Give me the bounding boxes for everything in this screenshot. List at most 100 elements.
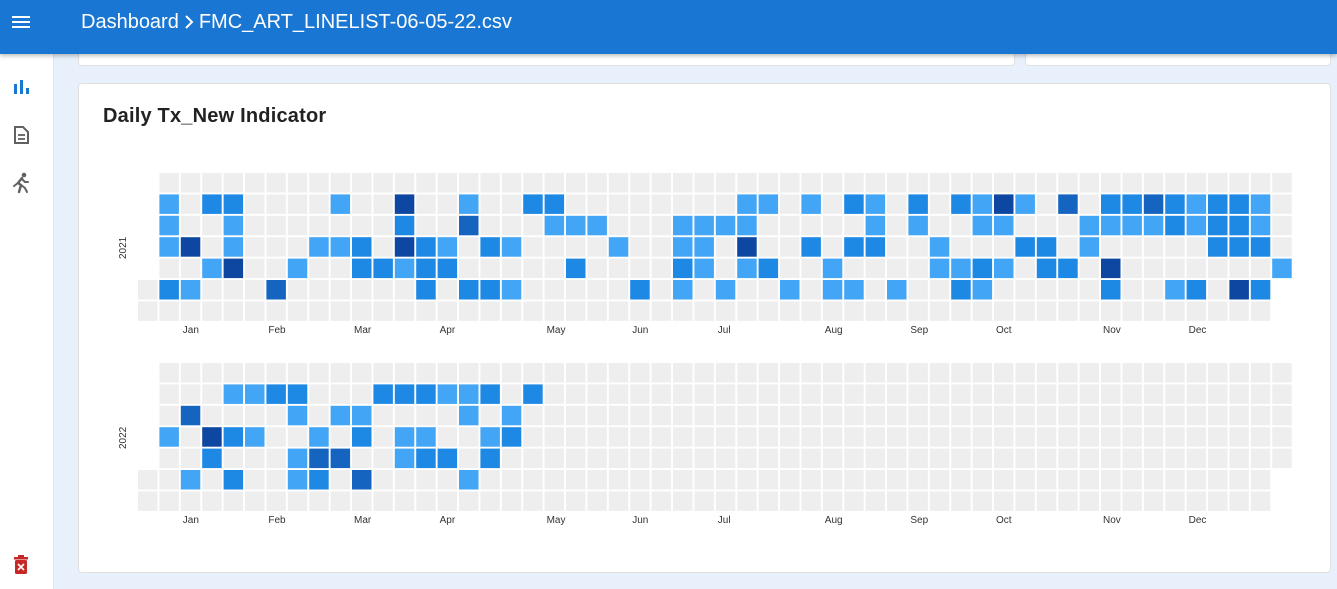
heatmap-cell[interactable] (437, 427, 458, 447)
heatmap-cell[interactable] (951, 405, 971, 426)
heatmap-cell[interactable] (437, 448, 458, 469)
heatmap-cell[interactable] (1036, 491, 1057, 511)
heatmap-cell[interactable] (694, 448, 714, 469)
heatmap-cell[interactable] (1122, 194, 1142, 214)
heatmap-cell[interactable] (1250, 194, 1271, 214)
heatmap-cell[interactable] (801, 470, 821, 490)
heatmap-cell[interactable] (1250, 301, 1271, 321)
heatmap-cell[interactable] (1208, 491, 1228, 511)
heatmap-cell[interactable] (459, 470, 479, 490)
heatmap-cell[interactable] (394, 405, 415, 426)
heatmap-cell[interactable] (651, 470, 672, 490)
heatmap-cell[interactable] (651, 363, 672, 383)
heatmap-cell[interactable] (1186, 491, 1207, 511)
heatmap-cell[interactable] (1122, 470, 1142, 490)
heatmap-cell[interactable] (180, 258, 201, 279)
heatmap-cell[interactable] (309, 280, 329, 300)
heatmap-cell[interactable] (1058, 258, 1078, 279)
heatmap-cell[interactable] (651, 280, 672, 300)
heatmap-cell[interactable] (223, 173, 244, 193)
heatmap-cell[interactable] (202, 215, 222, 236)
heatmap-cell[interactable] (587, 405, 607, 426)
heatmap-cell[interactable] (523, 215, 543, 236)
heatmap-cell[interactable] (1079, 405, 1100, 426)
heatmap-cell[interactable] (566, 384, 586, 404)
heatmap-cell[interactable] (865, 215, 886, 236)
heatmap-cell[interactable] (887, 427, 907, 447)
heatmap-cell[interactable] (523, 173, 543, 193)
heatmap-cell[interactable] (972, 258, 993, 279)
heatmap-cell[interactable] (1186, 363, 1207, 383)
heatmap-cell[interactable] (822, 491, 843, 511)
heatmap-cell[interactable] (394, 237, 415, 257)
heatmap-cell[interactable] (694, 237, 714, 257)
heatmap-cell[interactable] (608, 384, 629, 404)
heatmap-cell[interactable] (887, 194, 907, 214)
heatmap-cell[interactable] (287, 280, 308, 300)
heatmap-cell[interactable] (501, 470, 522, 490)
heatmap-cell[interactable] (908, 280, 928, 300)
sidebar-item-reports[interactable] (8, 122, 34, 148)
heatmap-cell[interactable] (994, 470, 1014, 490)
heatmap-cell[interactable] (1186, 405, 1207, 426)
heatmap-cell[interactable] (523, 491, 543, 511)
heatmap-cell[interactable] (330, 301, 351, 321)
heatmap-cell[interactable] (1101, 363, 1121, 383)
heatmap-cell[interactable] (972, 194, 993, 214)
heatmap-cell[interactable] (1229, 448, 1249, 469)
heatmap-cell[interactable] (994, 363, 1014, 383)
heatmap-cell[interactable] (309, 215, 329, 236)
heatmap-cell[interactable] (1229, 363, 1249, 383)
heatmap-cell[interactable] (887, 237, 907, 257)
heatmap-cell[interactable] (1208, 258, 1228, 279)
heatmap-cell[interactable] (180, 470, 201, 490)
heatmap-cell[interactable] (1101, 427, 1121, 447)
heatmap-cell[interactable] (994, 258, 1014, 279)
heatmap-cell[interactable] (587, 173, 607, 193)
heatmap-cell[interactable] (480, 258, 500, 279)
heatmap-cell[interactable] (373, 280, 393, 300)
heatmap-cell[interactable] (972, 470, 993, 490)
heatmap-cell[interactable] (394, 280, 415, 300)
heatmap-cell[interactable] (480, 405, 500, 426)
heatmap-cell[interactable] (951, 194, 971, 214)
heatmap-cell[interactable] (822, 237, 843, 257)
heatmap-cell[interactable] (801, 405, 821, 426)
heatmap-cell[interactable] (394, 470, 415, 490)
heatmap-cell[interactable] (202, 470, 222, 490)
heatmap-cell[interactable] (416, 448, 436, 469)
heatmap-cell[interactable] (908, 237, 928, 257)
heatmap-cell[interactable] (844, 237, 864, 257)
heatmap-cell[interactable] (309, 173, 329, 193)
heatmap-cell[interactable] (972, 448, 993, 469)
heatmap-cell[interactable] (1165, 280, 1185, 300)
heatmap-cell[interactable] (501, 173, 522, 193)
heatmap-cell[interactable] (630, 280, 650, 300)
heatmap-cell[interactable] (780, 363, 800, 383)
heatmap-cell[interactable] (1208, 215, 1228, 236)
heatmap-cell[interactable] (330, 448, 351, 469)
heatmap-cell[interactable] (908, 384, 928, 404)
heatmap-cell[interactable] (352, 301, 372, 321)
heatmap-cell[interactable] (951, 470, 971, 490)
heatmap-cell[interactable] (887, 363, 907, 383)
heatmap-cell[interactable] (223, 194, 244, 214)
heatmap-cell[interactable] (758, 173, 779, 193)
heatmap-cell[interactable] (523, 237, 543, 257)
heatmap-cell[interactable] (630, 215, 650, 236)
heatmap-cell[interactable] (1122, 301, 1142, 321)
heatmap-cell[interactable] (887, 173, 907, 193)
heatmap-cell[interactable] (330, 427, 351, 447)
heatmap-cell[interactable] (673, 258, 693, 279)
heatmap-cell[interactable] (694, 384, 714, 404)
heatmap-cell[interactable] (651, 448, 672, 469)
heatmap-cell[interactable] (245, 470, 265, 490)
heatmap-cell[interactable] (501, 237, 522, 257)
heatmap-cell[interactable] (330, 280, 351, 300)
heatmap-cell[interactable] (245, 427, 265, 447)
heatmap-cell[interactable] (287, 491, 308, 511)
heatmap-cell[interactable] (245, 384, 265, 404)
heatmap-cell[interactable] (1272, 405, 1292, 426)
heatmap-cell[interactable] (202, 427, 222, 447)
heatmap-cell[interactable] (630, 405, 650, 426)
